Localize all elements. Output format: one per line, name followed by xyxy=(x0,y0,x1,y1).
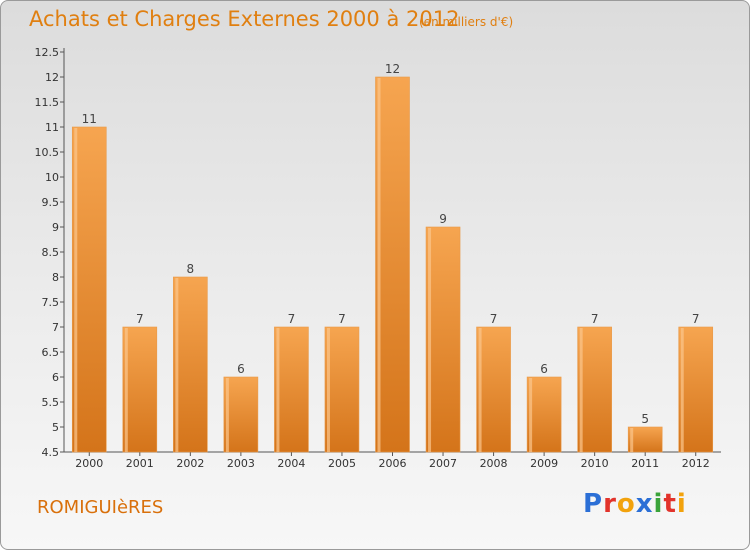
bar xyxy=(274,326,309,453)
commune-name: ROMIGUIèRES xyxy=(37,497,164,518)
bar-highlight xyxy=(529,378,533,452)
x-tick-label: 2008 xyxy=(480,457,508,470)
y-tick-label: 6.5 xyxy=(42,346,60,359)
data-label: 6 xyxy=(540,362,548,376)
bar-highlight xyxy=(124,328,128,452)
x-tick-label: 2010 xyxy=(581,457,609,470)
y-tick-label: 7 xyxy=(52,321,59,334)
x-tick-label: 2012 xyxy=(682,457,710,470)
data-label: 7 xyxy=(490,312,498,326)
bars: 11 7 8 6 7 7 12 9 7 6 7 5 7 xyxy=(71,62,714,453)
x-tick-label: 2003 xyxy=(227,457,255,470)
bar xyxy=(577,326,612,453)
y-tick-label: 5 xyxy=(52,421,59,434)
y-tick-label: 8 xyxy=(52,271,59,284)
bar-highlight xyxy=(478,328,482,452)
x-tick-label: 2006 xyxy=(379,457,407,470)
bar-highlight xyxy=(579,328,583,452)
y-tick-label: 8.5 xyxy=(42,246,60,259)
data-label: 5 xyxy=(641,412,649,426)
bar xyxy=(324,326,360,453)
y-tick-label: 10 xyxy=(45,171,59,184)
logo-letter: t xyxy=(663,489,677,519)
x-tick-label: 2000 xyxy=(75,457,103,470)
x-tick-label: 2002 xyxy=(176,457,204,470)
bar-highlight xyxy=(630,428,634,452)
bar xyxy=(425,226,461,453)
bar xyxy=(375,76,410,453)
logo-letter: o xyxy=(616,489,636,519)
y-tick-label: 4.5 xyxy=(42,446,60,459)
bar xyxy=(476,326,511,453)
bar xyxy=(223,376,259,453)
x-tick-label: 2009 xyxy=(530,457,558,470)
bar-highlight xyxy=(225,378,229,452)
logo-letter: i xyxy=(676,489,687,519)
proxiti-logo: Proxiti xyxy=(583,489,687,519)
data-label: 7 xyxy=(591,312,599,326)
bar xyxy=(627,426,663,453)
bar xyxy=(122,326,158,453)
bar xyxy=(526,376,562,453)
bar-highlight xyxy=(377,78,381,452)
data-label: 7 xyxy=(136,312,144,326)
logo-letter: P xyxy=(583,489,604,519)
bar xyxy=(678,326,714,453)
data-label: 12 xyxy=(385,62,400,76)
bar-highlight xyxy=(680,328,684,452)
data-label: 7 xyxy=(338,312,346,326)
y-tick-label: 11 xyxy=(45,121,59,134)
data-label: 7 xyxy=(692,312,700,326)
y-tick-label: 10.5 xyxy=(35,146,60,159)
bar-highlight xyxy=(74,128,78,452)
x-tick-label: 2005 xyxy=(328,457,356,470)
data-label: 7 xyxy=(288,312,296,326)
chart-title: Achats et Charges Externes 2000 à 2012 xyxy=(29,7,460,31)
y-tick-label: 12.5 xyxy=(35,46,60,59)
data-label: 9 xyxy=(439,212,447,226)
y-tick-label: 5.5 xyxy=(42,396,60,409)
bar-highlight xyxy=(428,228,432,452)
y-tick-label: 9 xyxy=(52,221,59,234)
y-tick-label: 9.5 xyxy=(42,196,60,209)
bar-highlight xyxy=(276,328,280,452)
chart-subtitle: (en milliers d'€) xyxy=(419,15,514,29)
bar-highlight xyxy=(175,278,179,452)
y-tick-label: 11.5 xyxy=(35,96,60,109)
logo-letter: r xyxy=(603,489,617,519)
x-tick-label: 2001 xyxy=(126,457,154,470)
y-tick-label: 12 xyxy=(45,71,59,84)
data-label: 8 xyxy=(187,262,195,276)
bar xyxy=(173,276,208,453)
y-tick-label: 7.5 xyxy=(42,296,60,309)
data-label: 11 xyxy=(82,112,97,126)
x-tick-label: 2007 xyxy=(429,457,457,470)
bar-highlight xyxy=(326,328,330,452)
x-tick-label: 2011 xyxy=(631,457,659,470)
logo-letter: i xyxy=(653,489,664,519)
logo-letter: x xyxy=(635,489,654,519)
bar xyxy=(71,126,107,453)
x-tick-label: 2004 xyxy=(277,457,305,470)
y-tick-label: 6 xyxy=(52,371,59,384)
data-label: 6 xyxy=(237,362,245,376)
